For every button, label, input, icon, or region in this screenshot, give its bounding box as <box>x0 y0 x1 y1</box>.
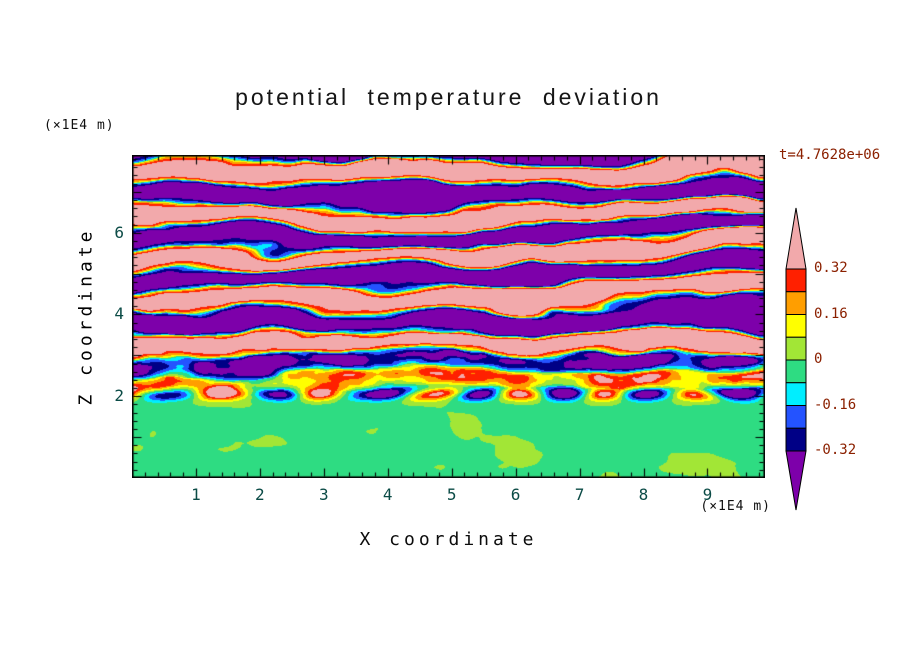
contour-field-canvas <box>132 155 765 478</box>
colorbar-segment-7 <box>785 427 807 452</box>
x-tick-label-9: 9 <box>702 485 713 504</box>
x-tick-label-8: 8 <box>638 485 649 504</box>
colorbar-segment-6 <box>785 405 807 429</box>
x-tick-label-4: 4 <box>382 485 393 504</box>
x-tick-label-3: 3 <box>318 485 329 504</box>
colorbar-segment-5 <box>785 382 807 406</box>
x-axis-unit-label: (×1E4 m) <box>700 499 771 514</box>
x-tick-label-7: 7 <box>574 485 585 504</box>
colorbar-label-0.32: 0.32 <box>814 260 848 276</box>
colorbar-segment-2 <box>785 314 807 338</box>
z-tick-label-6: 6 <box>114 222 124 242</box>
colorbar-arrow-top <box>785 207 807 270</box>
x-tick-label-5: 5 <box>446 485 457 504</box>
x-tick-label-6: 6 <box>510 485 521 504</box>
z-axis-unit-label: (×1E4 m) <box>44 118 115 133</box>
x-tick-label-2: 2 <box>255 485 265 504</box>
colorbar-label-0.16: 0.16 <box>814 305 848 322</box>
colorbar-label-0: 0 <box>814 351 823 367</box>
colorbar-label--0.16: -0.16 <box>814 396 857 413</box>
colorbar-arrow-bottom <box>785 450 807 511</box>
x-axis-title: X coordinate <box>359 529 538 550</box>
chart-title: potential temperature deviation <box>235 84 662 110</box>
z-tick-label-2: 2 <box>114 386 124 406</box>
colorbar-segment-1 <box>785 291 807 315</box>
z-tick-label-4: 4 <box>114 304 124 324</box>
x-tick-label-1: 1 <box>191 485 201 504</box>
colorbar-segment-3 <box>785 336 807 361</box>
colorbar <box>785 207 807 511</box>
time-annotation: t=4.7628e+06 <box>779 147 881 163</box>
colorbar-segment-4 <box>785 359 807 384</box>
colorbar-label--0.32: -0.32 <box>814 442 857 458</box>
colorbar-segment-0 <box>785 268 807 293</box>
